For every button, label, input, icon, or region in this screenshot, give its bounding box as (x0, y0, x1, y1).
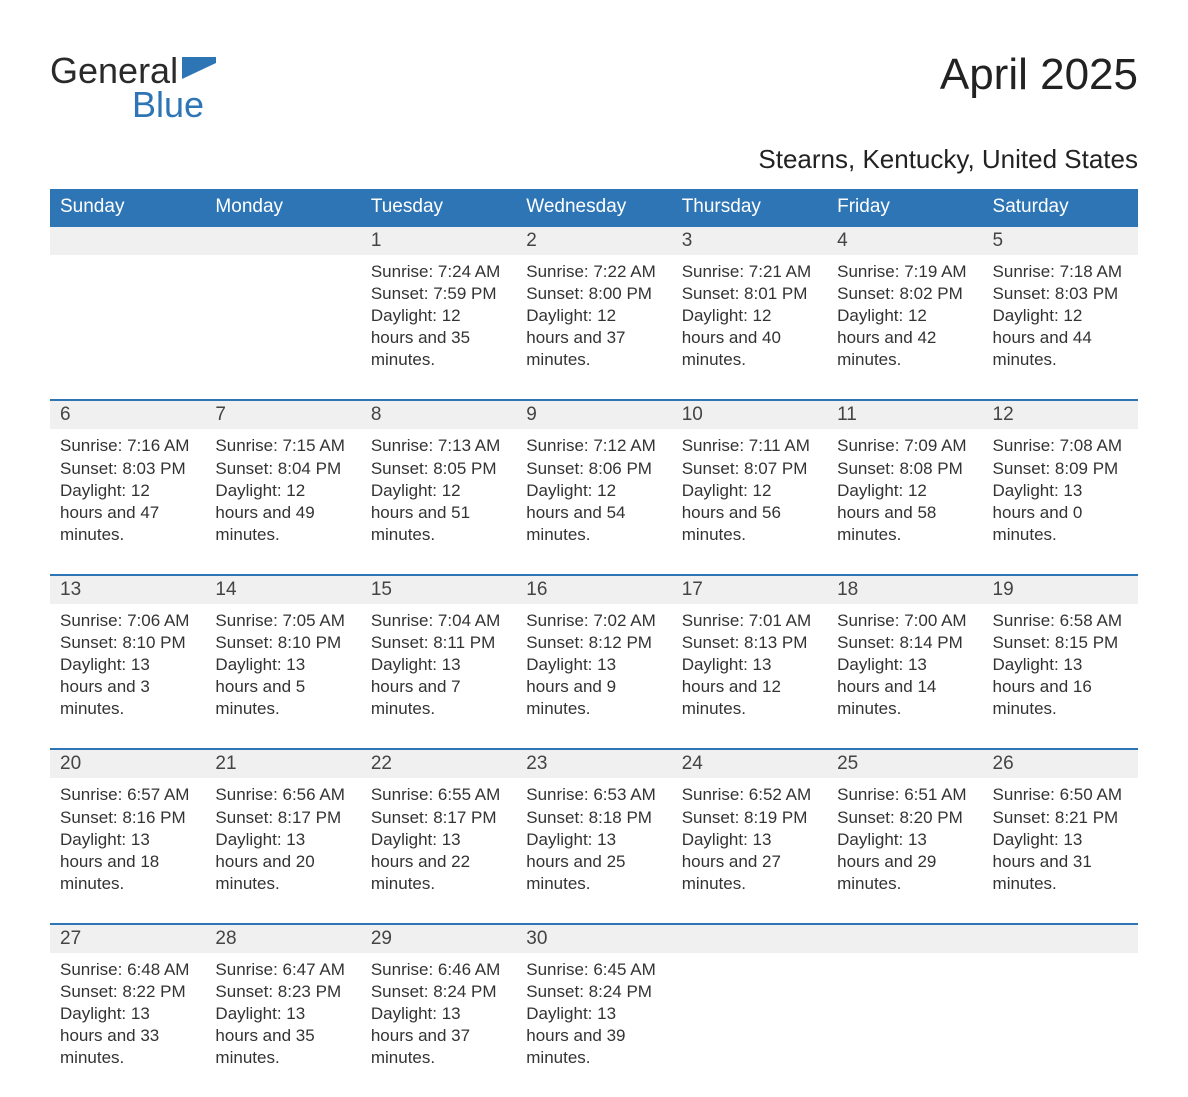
day-detail: Sunrise: 7:18 AMSunset: 8:03 PMDaylight:… (983, 255, 1138, 400)
day-number: 13 (50, 575, 205, 604)
day-number: 15 (361, 575, 516, 604)
day-number: 7 (205, 400, 360, 429)
day-detail: Sunrise: 7:00 AMSunset: 8:14 PMDaylight:… (827, 604, 982, 749)
week5-details: Sunrise: 6:48 AMSunset: 8:22 PMDaylight:… (50, 953, 1138, 1097)
day-number: 26 (983, 749, 1138, 778)
day-detail: Sunrise: 7:15 AMSunset: 8:04 PMDaylight:… (205, 429, 360, 574)
day-number (50, 226, 205, 255)
day-number: 29 (361, 924, 516, 953)
weekday-header: Thursday (672, 189, 827, 226)
day-detail (827, 953, 982, 1097)
weekday-header: Tuesday (361, 189, 516, 226)
week2-details: Sunrise: 7:16 AMSunset: 8:03 PMDaylight:… (50, 429, 1138, 574)
day-detail: Sunrise: 7:04 AMSunset: 8:11 PMDaylight:… (361, 604, 516, 749)
weekday-header: Saturday (983, 189, 1138, 226)
day-number: 18 (827, 575, 982, 604)
day-detail: Sunrise: 6:46 AMSunset: 8:24 PMDaylight:… (361, 953, 516, 1097)
weekday-header: Monday (205, 189, 360, 226)
day-number: 30 (516, 924, 671, 953)
day-number: 9 (516, 400, 671, 429)
month-title: April 2025 (940, 50, 1138, 100)
day-number: 1 (361, 226, 516, 255)
weekday-header-row: Sunday Monday Tuesday Wednesday Thursday… (50, 189, 1138, 226)
day-detail: Sunrise: 7:16 AMSunset: 8:03 PMDaylight:… (50, 429, 205, 574)
day-detail: Sunrise: 6:51 AMSunset: 8:20 PMDaylight:… (827, 778, 982, 923)
day-number: 20 (50, 749, 205, 778)
day-detail: Sunrise: 7:21 AMSunset: 8:01 PMDaylight:… (672, 255, 827, 400)
day-number: 6 (50, 400, 205, 429)
day-detail: Sunrise: 7:13 AMSunset: 8:05 PMDaylight:… (361, 429, 516, 574)
day-number: 2 (516, 226, 671, 255)
day-number: 23 (516, 749, 671, 778)
day-detail (672, 953, 827, 1097)
day-detail: Sunrise: 7:05 AMSunset: 8:10 PMDaylight:… (205, 604, 360, 749)
location-label: Stearns, Kentucky, United States (50, 144, 1138, 175)
day-detail: Sunrise: 7:09 AMSunset: 8:08 PMDaylight:… (827, 429, 982, 574)
week4-details: Sunrise: 6:57 AMSunset: 8:16 PMDaylight:… (50, 778, 1138, 923)
day-number (205, 226, 360, 255)
day-detail: Sunrise: 6:52 AMSunset: 8:19 PMDaylight:… (672, 778, 827, 923)
day-number: 25 (827, 749, 982, 778)
day-detail: Sunrise: 6:58 AMSunset: 8:15 PMDaylight:… (983, 604, 1138, 749)
day-detail (983, 953, 1138, 1097)
weekday-header: Sunday (50, 189, 205, 226)
day-number: 27 (50, 924, 205, 953)
logo-text-blue: Blue (132, 84, 204, 125)
day-number: 28 (205, 924, 360, 953)
day-detail: Sunrise: 7:08 AMSunset: 8:09 PMDaylight:… (983, 429, 1138, 574)
week3-nums: 13 14 15 16 17 18 19 (50, 575, 1138, 604)
day-number: 10 (672, 400, 827, 429)
weekday-header: Wednesday (516, 189, 671, 226)
day-detail (50, 255, 205, 400)
week1-nums: 1 2 3 4 5 (50, 226, 1138, 255)
day-number: 11 (827, 400, 982, 429)
calendar-table: Sunday Monday Tuesday Wednesday Thursday… (50, 189, 1138, 1097)
day-detail: Sunrise: 6:56 AMSunset: 8:17 PMDaylight:… (205, 778, 360, 923)
day-number: 4 (827, 226, 982, 255)
day-detail (205, 255, 360, 400)
weekday-header: Friday (827, 189, 982, 226)
day-number (672, 924, 827, 953)
day-number: 19 (983, 575, 1138, 604)
week2-nums: 6 7 8 9 10 11 12 (50, 400, 1138, 429)
day-detail: Sunrise: 7:06 AMSunset: 8:10 PMDaylight:… (50, 604, 205, 749)
day-detail: Sunrise: 6:55 AMSunset: 8:17 PMDaylight:… (361, 778, 516, 923)
day-number: 17 (672, 575, 827, 604)
day-number: 16 (516, 575, 671, 604)
week1-details: Sunrise: 7:24 AMSunset: 7:59 PMDaylight:… (50, 255, 1138, 400)
day-number: 14 (205, 575, 360, 604)
day-detail: Sunrise: 7:12 AMSunset: 8:06 PMDaylight:… (516, 429, 671, 574)
week4-nums: 20 21 22 23 24 25 26 (50, 749, 1138, 778)
week3-details: Sunrise: 7:06 AMSunset: 8:10 PMDaylight:… (50, 604, 1138, 749)
day-detail: Sunrise: 7:22 AMSunset: 8:00 PMDaylight:… (516, 255, 671, 400)
day-number: 8 (361, 400, 516, 429)
day-detail: Sunrise: 6:57 AMSunset: 8:16 PMDaylight:… (50, 778, 205, 923)
day-number: 22 (361, 749, 516, 778)
day-number: 21 (205, 749, 360, 778)
day-number: 5 (983, 226, 1138, 255)
day-number: 3 (672, 226, 827, 255)
day-detail: Sunrise: 7:24 AMSunset: 7:59 PMDaylight:… (361, 255, 516, 400)
title-block: April 2025 (940, 50, 1138, 100)
day-number (827, 924, 982, 953)
day-number: 24 (672, 749, 827, 778)
day-detail: Sunrise: 6:45 AMSunset: 8:24 PMDaylight:… (516, 953, 671, 1097)
day-number (983, 924, 1138, 953)
day-detail: Sunrise: 6:50 AMSunset: 8:21 PMDaylight:… (983, 778, 1138, 923)
day-number: 12 (983, 400, 1138, 429)
day-detail: Sunrise: 7:19 AMSunset: 8:02 PMDaylight:… (827, 255, 982, 400)
week5-nums: 27 28 29 30 (50, 924, 1138, 953)
day-detail: Sunrise: 6:53 AMSunset: 8:18 PMDaylight:… (516, 778, 671, 923)
day-detail: Sunrise: 7:02 AMSunset: 8:12 PMDaylight:… (516, 604, 671, 749)
day-detail: Sunrise: 6:47 AMSunset: 8:23 PMDaylight:… (205, 953, 360, 1097)
day-detail: Sunrise: 7:11 AMSunset: 8:07 PMDaylight:… (672, 429, 827, 574)
day-detail: Sunrise: 7:01 AMSunset: 8:13 PMDaylight:… (672, 604, 827, 749)
day-detail: Sunrise: 6:48 AMSunset: 8:22 PMDaylight:… (50, 953, 205, 1097)
